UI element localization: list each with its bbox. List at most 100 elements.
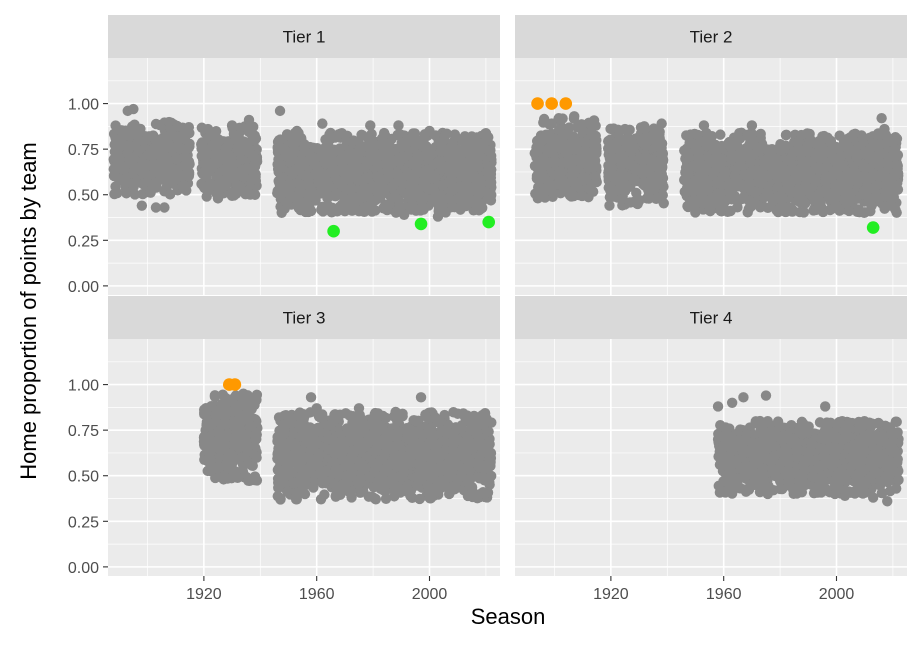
data-point xyxy=(122,147,133,159)
data-point xyxy=(631,163,642,174)
data-point xyxy=(290,165,301,176)
data-point xyxy=(648,155,659,167)
data-point xyxy=(605,123,616,135)
data-point xyxy=(892,160,903,172)
y-tick-label: 0.75 xyxy=(68,142,99,159)
low-outlier-point xyxy=(482,215,496,229)
data-point xyxy=(330,188,342,199)
data-point xyxy=(755,128,766,140)
data-point xyxy=(119,176,131,187)
data-point xyxy=(163,116,175,128)
data-point xyxy=(785,202,797,214)
data-point xyxy=(358,141,369,152)
data-point xyxy=(178,123,190,135)
data-point xyxy=(386,181,397,193)
data-point xyxy=(137,188,148,200)
data-point xyxy=(482,188,494,199)
data-point xyxy=(469,161,481,173)
y-tick-label: 0.25 xyxy=(68,233,99,250)
data-point xyxy=(557,138,568,149)
data-point xyxy=(865,151,876,163)
data-point xyxy=(311,142,323,154)
data-point xyxy=(724,140,735,151)
facet-strip xyxy=(108,15,500,58)
data-point xyxy=(378,150,390,161)
data-point xyxy=(619,154,630,165)
data-point xyxy=(108,170,120,182)
data-point xyxy=(202,149,213,160)
data-point xyxy=(553,124,565,136)
data-point xyxy=(128,181,139,193)
data-point xyxy=(234,147,246,159)
data-point xyxy=(108,128,120,140)
data-point xyxy=(811,204,822,216)
data-point xyxy=(320,153,331,164)
data-point xyxy=(164,189,176,200)
data-point xyxy=(612,184,624,196)
data-point xyxy=(393,120,404,131)
data-point xyxy=(549,143,560,154)
data-point xyxy=(204,178,216,189)
data-point xyxy=(590,171,601,182)
data-point xyxy=(382,172,393,183)
data-point xyxy=(644,164,655,175)
data-point xyxy=(304,153,315,165)
data-point xyxy=(134,135,145,146)
data-point xyxy=(694,136,706,147)
data-point xyxy=(275,134,286,145)
data-point xyxy=(246,175,258,186)
data-point xyxy=(133,145,144,156)
data-point xyxy=(243,114,255,126)
data-point xyxy=(372,171,383,183)
data-point xyxy=(320,134,331,145)
data-point xyxy=(339,205,351,217)
data-point xyxy=(402,167,413,178)
data-point xyxy=(604,200,615,211)
data-point xyxy=(274,105,286,117)
data-point xyxy=(293,202,304,214)
data-point xyxy=(179,133,190,144)
data-point xyxy=(371,192,382,203)
data-point xyxy=(483,161,495,172)
data-point xyxy=(580,138,592,149)
data-point xyxy=(878,148,889,160)
data-point xyxy=(557,174,568,185)
data-point xyxy=(606,144,618,155)
data-point xyxy=(196,122,208,133)
data-point xyxy=(240,141,252,152)
data-point xyxy=(353,205,365,217)
data-point xyxy=(591,135,602,146)
data-point xyxy=(549,155,560,166)
data-point xyxy=(338,163,350,174)
data-point xyxy=(447,152,458,163)
data-point xyxy=(430,172,441,183)
points-group xyxy=(529,97,904,234)
data-point xyxy=(398,209,410,220)
data-point xyxy=(886,173,897,184)
data-point xyxy=(418,204,429,215)
data-point xyxy=(366,147,377,159)
data-point xyxy=(698,184,709,195)
data-point xyxy=(278,184,289,195)
panel-2: Tier 2 xyxy=(515,15,907,295)
data-point xyxy=(229,130,240,141)
data-point xyxy=(365,199,377,210)
data-point xyxy=(212,193,224,204)
data-point xyxy=(725,205,736,217)
panel-1: Tier 10.000.250.500.751.00 xyxy=(68,15,500,296)
data-point xyxy=(112,187,123,199)
data-point xyxy=(534,142,546,153)
data-point xyxy=(209,137,220,149)
data-point xyxy=(475,204,486,215)
data-point xyxy=(154,161,166,173)
data-point xyxy=(114,162,126,174)
data-point xyxy=(435,146,447,157)
data-point xyxy=(440,207,451,218)
y-tick-label: 1.00 xyxy=(68,97,99,114)
data-point xyxy=(161,175,173,187)
data-point xyxy=(221,174,232,185)
data-point xyxy=(157,146,169,158)
data-point xyxy=(782,185,794,196)
